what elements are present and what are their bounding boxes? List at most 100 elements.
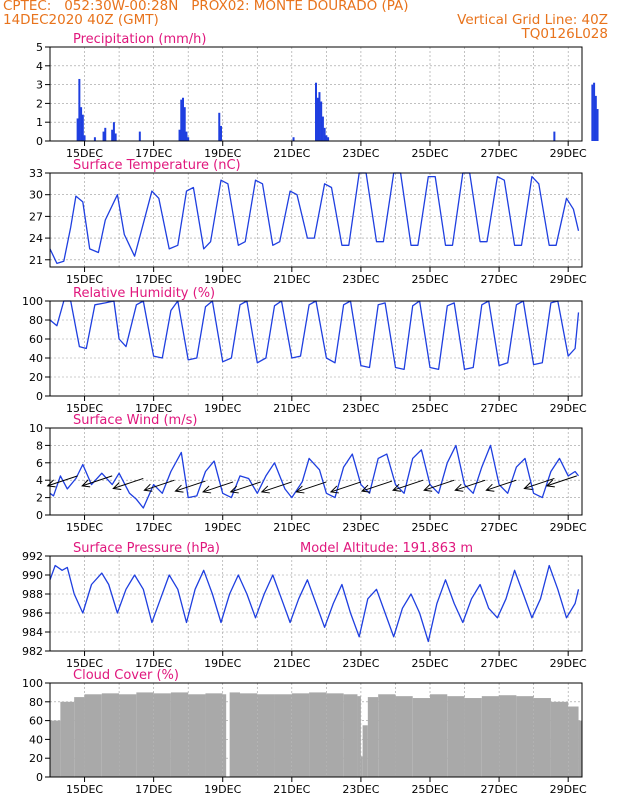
wind-arrow — [202, 481, 234, 494]
relative-humidity-series-line — [49, 300, 580, 371]
precipitation-ytick-label: 0 — [36, 135, 43, 148]
relative-humidity-xtick-label: 25DEC — [411, 402, 448, 415]
cloud-cover-bar — [568, 706, 579, 777]
header-date-line: 14DEC2020 40Z (GMT) — [3, 12, 159, 28]
cloud-cover-bar — [430, 694, 448, 777]
relative-humidity-xtick-label: 29DEC — [550, 402, 587, 415]
model-altitude-label: Model Altitude: 191.863 m — [300, 541, 473, 556]
surface-temperature-xtick-label: 27DEC — [481, 273, 518, 286]
surface-wind-ytick-label: 2 — [36, 492, 43, 505]
cloud-cover-ytick-label: 20 — [29, 752, 43, 765]
surface-wind-xtick-label: 21DEC — [273, 521, 310, 534]
surface-temperature-ytick-label: 21 — [29, 254, 43, 267]
relative-humidity-panel-frame — [49, 300, 583, 397]
precipitation-bar — [81, 114, 84, 141]
cloud-cover-bar — [101, 693, 120, 777]
precipitation-xtick-label: 19DEC — [204, 147, 241, 160]
precipitation-bar — [594, 95, 597, 141]
wind-arrow — [81, 475, 113, 488]
cloud-cover-ytick-label: 60 — [29, 715, 43, 728]
precipitation-bar — [83, 135, 86, 141]
cloud-cover-bar — [395, 696, 413, 777]
cloud-cover-bar — [50, 720, 61, 777]
cloud-cover-bar — [533, 698, 551, 777]
surface-temperature-title: Surface Temperature (nC) — [73, 158, 241, 173]
relative-humidity-ytick-label: 100 — [22, 295, 43, 308]
surface-pressure-xtick-label: 27DEC — [481, 657, 518, 670]
header-station-line: CPTEC: 052:30W-00:28N PROX02: MONTE DOUR… — [3, 0, 409, 14]
precipitation-bar — [185, 131, 188, 141]
cloud-cover-bar — [170, 692, 189, 777]
cloud-cover-xtick-label: 27DEC — [481, 783, 518, 796]
wind-arrow — [329, 481, 362, 494]
relative-humidity-xtick-label: 27DEC — [481, 402, 518, 415]
surface-pressure-ytick-label: 982 — [22, 645, 43, 658]
cloud-cover-bar — [222, 694, 227, 777]
cloud-cover-bar — [357, 696, 361, 777]
surface-wind-ytick-label: 8 — [36, 439, 43, 452]
surface-pressure-ytick-label: 984 — [22, 626, 43, 639]
surface-wind-xtick-label: 17DEC — [135, 521, 172, 534]
surface-wind-panel-frame — [49, 427, 583, 516]
surface-pressure-xtick-label: 15DEC — [66, 657, 103, 670]
surface-wind-series-line — [49, 444, 580, 509]
surface-pressure-xtick-label: 25DEC — [411, 657, 448, 670]
precipitation-bar — [111, 129, 114, 141]
wind-arrow — [523, 477, 555, 490]
header-grid-line-info: Vertical Grid Line: 40Z — [457, 12, 608, 28]
relative-humidity-ytick-label: 80 — [29, 314, 43, 327]
precipitation-bar — [80, 107, 83, 141]
surface-wind-ytick-label: 4 — [36, 474, 43, 487]
cloud-cover-ytick-label: 80 — [29, 696, 43, 709]
precipitation-bar — [323, 127, 326, 141]
surface-pressure-ytick-label: 990 — [22, 569, 43, 582]
cloud-cover-bar — [343, 694, 358, 777]
surface-temperature-xtick-label: 25DEC — [411, 273, 448, 286]
cloud-cover-panel-frame — [49, 682, 583, 778]
precipitation-bar — [593, 82, 596, 141]
precipitation-ytick-label: 2 — [36, 97, 43, 110]
cloud-cover-xtick-label: 21DEC — [273, 783, 310, 796]
cloud-cover-xtick-label: 29DEC — [550, 783, 587, 796]
relative-humidity-xtick-label: 23DEC — [342, 402, 379, 415]
surface-pressure-xtick-label: 29DEC — [550, 657, 587, 670]
cloud-cover-bar — [464, 698, 482, 777]
surface-temperature-xtick-label: 19DEC — [204, 273, 241, 286]
surface-pressure-ytick-label: 988 — [22, 588, 43, 601]
surface-temperature-ytick-label: 33 — [29, 167, 43, 180]
cloud-cover-ytick-label: 40 — [29, 733, 43, 746]
surface-temperature-panel-frame — [49, 172, 583, 268]
surface-wind-xtick-label: 29DEC — [550, 521, 587, 534]
relative-humidity-xtick-label: 15DEC — [66, 402, 103, 415]
surface-pressure-xtick-label: 21DEC — [273, 657, 310, 670]
cloud-cover-bar — [84, 694, 102, 777]
precipitation-xtick-label: 29DEC — [550, 147, 587, 160]
relative-humidity-ytick-label: 20 — [29, 371, 43, 384]
relative-humidity-ytick-label: 0 — [36, 390, 43, 403]
cloud-cover-bar — [362, 725, 368, 777]
cloud-cover-bar — [578, 720, 582, 777]
cloud-cover-xtick-label: 23DEC — [342, 783, 379, 796]
cloud-cover-bar — [481, 696, 500, 777]
precipitation-title: Precipitation (mm/h) — [73, 32, 206, 47]
precipitation-bar — [327, 137, 330, 141]
relative-humidity-ytick-label: 40 — [29, 352, 43, 365]
relative-humidity-xtick-label: 17DEC — [135, 402, 172, 415]
precipitation-bar — [180, 99, 183, 141]
cloud-cover-bar — [205, 693, 223, 777]
cloud-cover-xtick-label: 17DEC — [135, 783, 172, 796]
precipitation-bar — [220, 125, 222, 141]
cloud-cover-bar — [447, 696, 465, 777]
relative-humidity-xtick-label: 19DEC — [204, 402, 241, 415]
precipitation-xtick-label: 23DEC — [342, 147, 379, 160]
surface-pressure-panel-frame — [49, 555, 583, 652]
cloud-cover-bar — [153, 693, 171, 777]
precipitation-ytick-label: 1 — [36, 116, 43, 129]
precipitation-xtick-label: 17DEC — [135, 147, 172, 160]
cloud-cover-bar — [326, 693, 344, 777]
relative-humidity-xtick-label: 21DEC — [273, 402, 310, 415]
cloud-cover-xtick-label: 19DEC — [204, 783, 241, 796]
cloud-cover-bar — [60, 701, 75, 777]
surface-wind-ytick-label: 0 — [36, 509, 43, 522]
precipitation-bar — [104, 127, 107, 141]
